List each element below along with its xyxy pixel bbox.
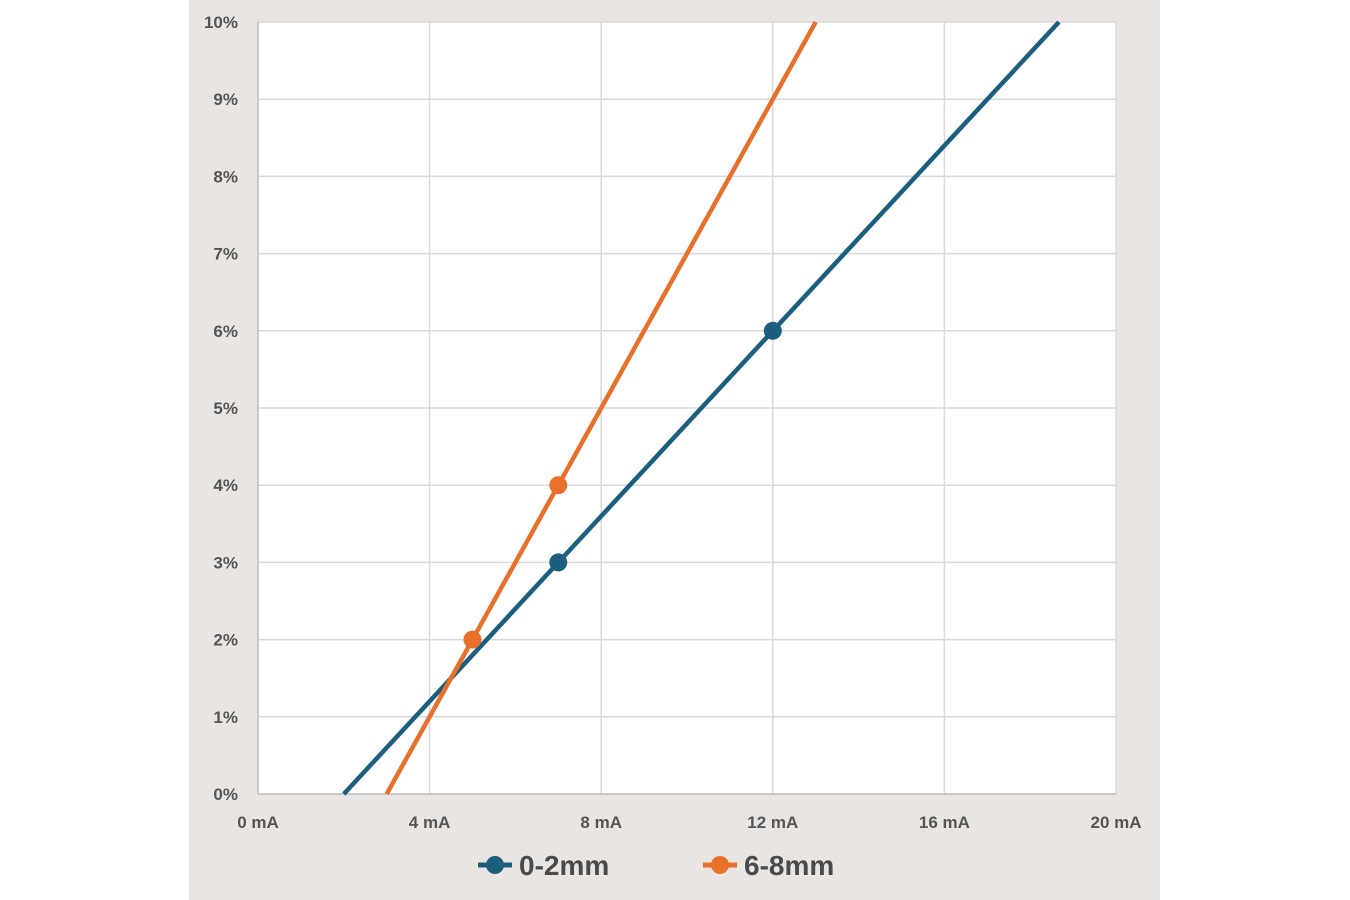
y-tick-label: 8% bbox=[213, 167, 238, 186]
data-point-0-2mm bbox=[763, 321, 782, 340]
y-tick-label: 4% bbox=[213, 476, 238, 495]
y-tick-label: 6% bbox=[213, 322, 238, 341]
x-tick-label: 4 mA bbox=[409, 813, 451, 832]
x-tick-label: 8 mA bbox=[580, 813, 622, 832]
series-line-6-8mm bbox=[384, 20, 818, 796]
y-tick-label: 3% bbox=[213, 553, 238, 572]
data-point-6-8mm bbox=[549, 476, 568, 495]
legend-marker-6-8mm bbox=[711, 856, 729, 874]
x-tick-label: 0 mA bbox=[237, 813, 279, 832]
legend-marker-0-2mm bbox=[486, 856, 504, 874]
y-tick-label: 10% bbox=[204, 13, 238, 32]
data-point-6-8mm bbox=[463, 630, 482, 649]
x-tick-label: 20 mA bbox=[1090, 813, 1141, 832]
y-tick-label: 2% bbox=[213, 631, 238, 650]
y-tick-label: 7% bbox=[213, 245, 238, 264]
y-tick-label: 0% bbox=[213, 785, 238, 804]
y-tick-label: 9% bbox=[213, 90, 238, 109]
y-tick-label: 5% bbox=[213, 399, 238, 418]
x-tick-label: 16 mA bbox=[919, 813, 970, 832]
legend-label: 6-8mm bbox=[744, 850, 834, 881]
y-tick-label: 1% bbox=[213, 708, 238, 727]
data-point-0-2mm bbox=[549, 553, 568, 572]
legend-label: 0-2mm bbox=[519, 850, 609, 881]
x-tick-label: 12 mA bbox=[747, 813, 798, 832]
series-line-0-2mm bbox=[342, 20, 1061, 796]
